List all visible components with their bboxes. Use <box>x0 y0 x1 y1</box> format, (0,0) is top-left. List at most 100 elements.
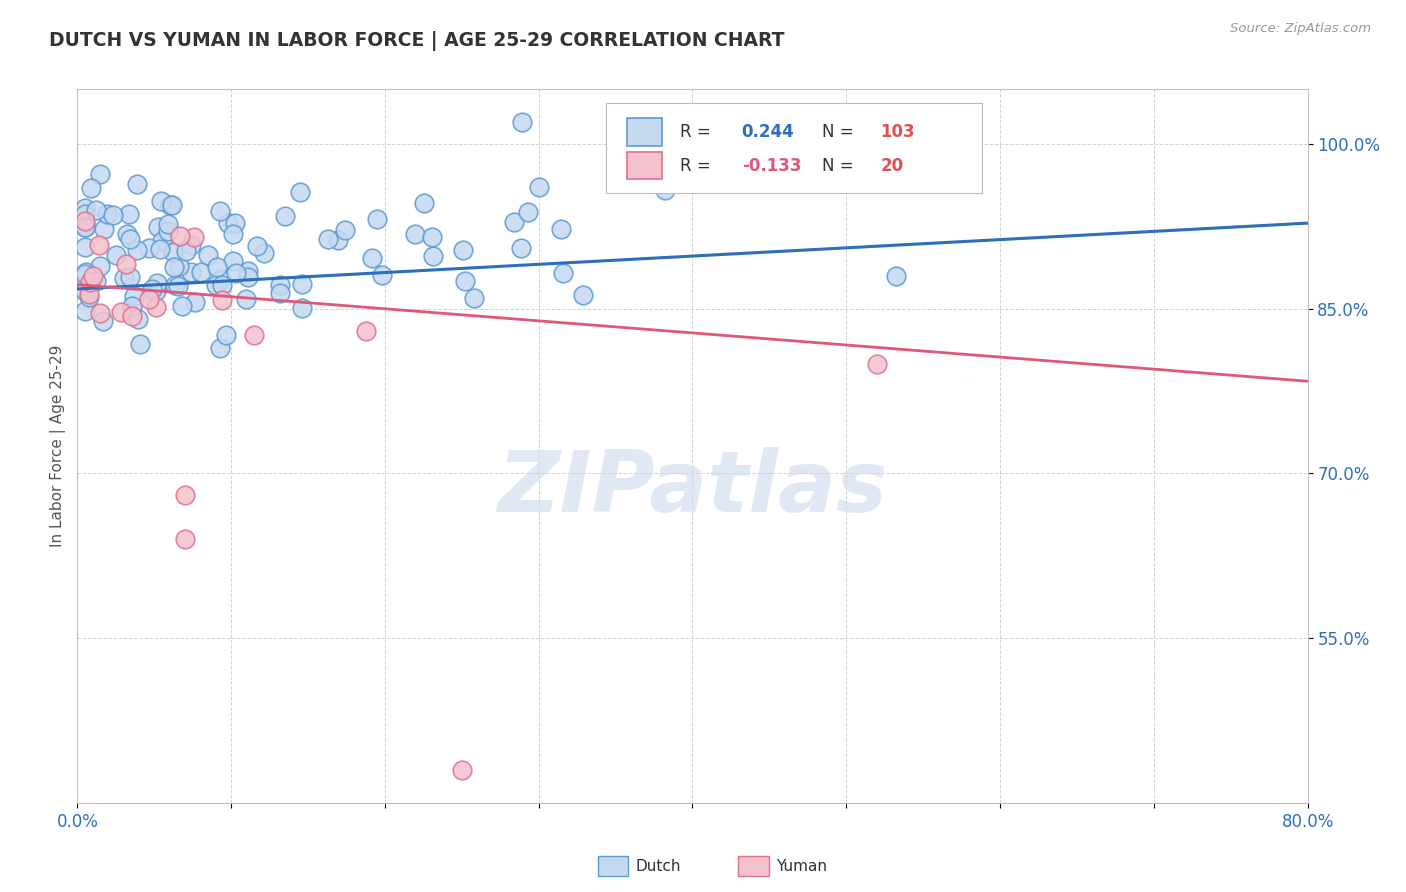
Point <box>159 198 181 212</box>
Point <box>73 240 96 254</box>
Point <box>361 251 384 265</box>
Point <box>79 286 101 301</box>
Point <box>215 328 238 343</box>
Point <box>115 256 138 270</box>
Point <box>211 293 233 308</box>
Text: Yuman: Yuman <box>776 859 827 873</box>
Point <box>162 198 184 212</box>
Point <box>217 216 239 230</box>
Point <box>93 221 115 235</box>
Point <box>77 290 100 304</box>
Point <box>335 223 357 237</box>
Point <box>205 278 228 293</box>
Point <box>516 205 538 219</box>
Point <box>146 220 169 235</box>
Y-axis label: In Labor Force | Age 25-29: In Labor Force | Age 25-29 <box>51 345 66 547</box>
Point <box>84 203 107 218</box>
Point <box>225 266 247 280</box>
Text: R =: R = <box>681 123 716 141</box>
Point <box>127 312 149 326</box>
Point <box>174 488 197 502</box>
Point <box>150 234 173 248</box>
Point <box>503 215 526 229</box>
Point <box>510 241 533 255</box>
Point <box>129 337 152 351</box>
Point <box>121 310 143 324</box>
Point <box>163 260 186 275</box>
Point <box>510 115 533 129</box>
Point <box>118 270 141 285</box>
Point <box>253 245 276 260</box>
Point <box>527 179 550 194</box>
Point <box>366 211 388 226</box>
Point <box>422 249 444 263</box>
Point <box>165 277 187 292</box>
Point <box>89 305 111 319</box>
Point <box>224 215 246 229</box>
Point <box>138 292 160 306</box>
Point <box>238 264 260 278</box>
Text: ZIPatlas: ZIPatlas <box>498 447 887 531</box>
FancyBboxPatch shape <box>627 119 662 145</box>
Point <box>120 232 142 246</box>
Point <box>146 276 169 290</box>
Point <box>551 267 574 281</box>
Point <box>453 243 475 257</box>
Point <box>246 239 269 253</box>
Point <box>73 217 96 231</box>
FancyBboxPatch shape <box>606 103 981 193</box>
Text: -0.133: -0.133 <box>742 157 801 175</box>
Text: N =: N = <box>821 123 859 141</box>
Point <box>170 299 193 313</box>
Point <box>183 230 205 244</box>
FancyBboxPatch shape <box>627 152 662 179</box>
Point <box>174 533 197 547</box>
Point <box>404 227 426 241</box>
Point <box>273 209 295 223</box>
Point <box>110 305 132 319</box>
Point <box>73 220 96 235</box>
Text: Dutch: Dutch <box>636 859 681 873</box>
Point <box>235 293 257 307</box>
Point <box>371 268 394 282</box>
Point <box>91 314 114 328</box>
Point <box>156 224 179 238</box>
Point <box>145 300 167 314</box>
Point <box>316 231 339 245</box>
Point <box>149 194 172 208</box>
Point <box>412 196 434 211</box>
Point <box>73 207 96 221</box>
Point <box>291 277 314 292</box>
Text: R =: R = <box>681 157 716 175</box>
Point <box>550 222 572 236</box>
Point <box>222 253 245 268</box>
Point <box>89 259 111 273</box>
Point <box>141 283 163 297</box>
Point <box>73 267 96 281</box>
Point <box>167 279 190 293</box>
Point <box>104 248 127 262</box>
Point <box>86 274 108 288</box>
Point <box>89 167 111 181</box>
Point <box>121 299 143 313</box>
Point <box>73 304 96 318</box>
Point <box>180 265 202 279</box>
Point <box>209 342 232 356</box>
Point <box>571 288 593 302</box>
Point <box>886 268 908 283</box>
Point <box>73 201 96 215</box>
Point <box>80 181 103 195</box>
Point <box>162 244 184 259</box>
Point <box>242 328 264 343</box>
Point <box>103 208 125 222</box>
Point <box>73 214 96 228</box>
Point <box>73 219 96 234</box>
Text: Source: ZipAtlas.com: Source: ZipAtlas.com <box>1230 22 1371 36</box>
Point <box>209 271 232 285</box>
Text: N =: N = <box>821 157 859 175</box>
Point <box>866 357 889 371</box>
Point <box>75 265 97 279</box>
Point <box>157 217 180 231</box>
Point <box>169 228 191 243</box>
Point <box>138 241 160 255</box>
